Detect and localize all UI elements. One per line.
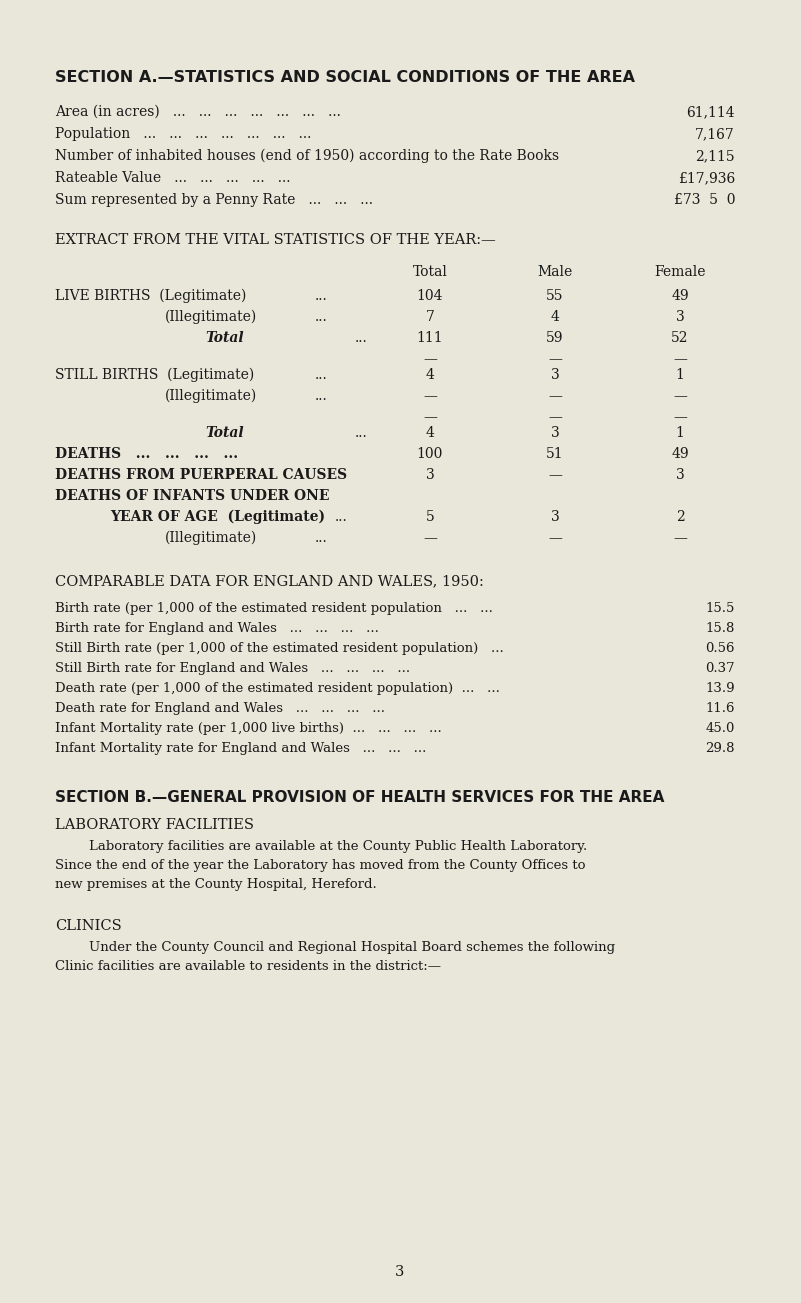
Text: 49: 49 — [671, 447, 689, 461]
Text: ...: ... — [315, 532, 328, 545]
Text: ...: ... — [315, 367, 328, 382]
Text: 55: 55 — [546, 289, 564, 304]
Text: —: — — [673, 410, 687, 423]
Text: ...: ... — [315, 390, 328, 403]
Text: Still Birth rate (per 1,000 of the estimated resident population)   ...: Still Birth rate (per 1,000 of the estim… — [55, 642, 504, 655]
Text: COMPARABLE DATA FOR ENGLAND AND WALES, 1950:: COMPARABLE DATA FOR ENGLAND AND WALES, 1… — [55, 575, 484, 588]
Text: Number of inhabited houses (end of 1950) according to the Rate Books: Number of inhabited houses (end of 1950)… — [55, 149, 559, 163]
Text: —: — — [673, 352, 687, 366]
Text: EXTRACT FROM THE VITAL STATISTICS OF THE YEAR:—: EXTRACT FROM THE VITAL STATISTICS OF THE… — [55, 233, 496, 248]
Text: LIVE BIRTHS  (Legitimate): LIVE BIRTHS (Legitimate) — [55, 289, 247, 304]
Text: 7: 7 — [425, 310, 434, 324]
Text: 4: 4 — [425, 426, 434, 440]
Text: Infant Mortality rate (per 1,000 live births)  ...   ...   ...   ...: Infant Mortality rate (per 1,000 live bi… — [55, 722, 441, 735]
Text: YEAR OF AGE  (Legitimate): YEAR OF AGE (Legitimate) — [110, 509, 325, 524]
Text: 51: 51 — [546, 447, 564, 461]
Text: Area (in acres)   ...   ...   ...   ...   ...   ...   ...: Area (in acres) ... ... ... ... ... ... … — [55, 106, 341, 119]
Text: 3: 3 — [675, 468, 684, 482]
Text: —: — — [548, 532, 562, 545]
Text: —: — — [548, 390, 562, 403]
Text: —: — — [548, 410, 562, 423]
Text: 0.37: 0.37 — [706, 662, 735, 675]
Text: 2,115: 2,115 — [695, 149, 735, 163]
Text: 4: 4 — [550, 310, 559, 324]
Text: Since the end of the year the Laboratory has moved from the County Offices to: Since the end of the year the Laboratory… — [55, 859, 586, 872]
Text: —: — — [423, 410, 437, 423]
Text: 1: 1 — [675, 426, 684, 440]
Text: —: — — [548, 468, 562, 482]
Text: Male: Male — [537, 265, 573, 279]
Text: 7,167: 7,167 — [695, 126, 735, 141]
Text: Still Birth rate for England and Wales   ...   ...   ...   ...: Still Birth rate for England and Wales .… — [55, 662, 410, 675]
Text: —: — — [423, 390, 437, 403]
Text: 5: 5 — [425, 509, 434, 524]
Text: 15.5: 15.5 — [706, 602, 735, 615]
Text: ...: ... — [355, 331, 368, 345]
Text: ...: ... — [315, 310, 328, 324]
Text: Total: Total — [205, 331, 244, 345]
Text: £17,936: £17,936 — [678, 171, 735, 185]
Text: Population   ...   ...   ...   ...   ...   ...   ...: Population ... ... ... ... ... ... ... — [55, 126, 312, 141]
Text: 3: 3 — [675, 310, 684, 324]
Text: 2: 2 — [675, 509, 684, 524]
Text: Clinic facilities are available to residents in the district:—: Clinic facilities are available to resid… — [55, 960, 441, 973]
Text: —: — — [673, 390, 687, 403]
Text: Total: Total — [205, 426, 244, 440]
Text: DEATHS OF INFANTS UNDER ONE: DEATHS OF INFANTS UNDER ONE — [55, 489, 329, 503]
Text: —: — — [423, 352, 437, 366]
Text: —: — — [548, 352, 562, 366]
Text: £73  5  0: £73 5 0 — [674, 193, 735, 207]
Text: ...: ... — [315, 289, 328, 304]
Text: 104: 104 — [417, 289, 443, 304]
Text: SECTION B.—GENERAL PROVISION OF HEALTH SERVICES FOR THE AREA: SECTION B.—GENERAL PROVISION OF HEALTH S… — [55, 790, 664, 805]
Text: 49: 49 — [671, 289, 689, 304]
Text: 45.0: 45.0 — [706, 722, 735, 735]
Text: Birth rate (per 1,000 of the estimated resident population   ...   ...: Birth rate (per 1,000 of the estimated r… — [55, 602, 493, 615]
Text: Sum represented by a Penny Rate   ...   ...   ...: Sum represented by a Penny Rate ... ... … — [55, 193, 373, 207]
Text: 3: 3 — [396, 1265, 405, 1280]
Text: Death rate (per 1,000 of the estimated resident population)  ...   ...: Death rate (per 1,000 of the estimated r… — [55, 681, 500, 694]
Text: 1: 1 — [675, 367, 684, 382]
Text: Infant Mortality rate for England and Wales   ...   ...   ...: Infant Mortality rate for England and Wa… — [55, 741, 426, 754]
Text: DEATHS FROM PUERPERAL CAUSES: DEATHS FROM PUERPERAL CAUSES — [55, 468, 347, 482]
Text: DEATHS   ...   ...   ...   ...: DEATHS ... ... ... ... — [55, 447, 238, 461]
Text: new premises at the County Hospital, Hereford.: new premises at the County Hospital, Her… — [55, 878, 376, 891]
Text: 3: 3 — [550, 509, 559, 524]
Text: Female: Female — [654, 265, 706, 279]
Text: 3: 3 — [550, 367, 559, 382]
Text: Birth rate for England and Wales   ...   ...   ...   ...: Birth rate for England and Wales ... ...… — [55, 622, 379, 635]
Text: CLINICS: CLINICS — [55, 919, 122, 933]
Text: 0.56: 0.56 — [706, 642, 735, 655]
Text: Rateable Value   ...   ...   ...   ...   ...: Rateable Value ... ... ... ... ... — [55, 171, 291, 185]
Text: 15.8: 15.8 — [706, 622, 735, 635]
Text: Laboratory facilities are available at the County Public Health Laboratory.: Laboratory facilities are available at t… — [55, 840, 587, 853]
Text: 3: 3 — [550, 426, 559, 440]
Text: 3: 3 — [425, 468, 434, 482]
Text: STILL BIRTHS  (Legitimate): STILL BIRTHS (Legitimate) — [55, 367, 254, 382]
Text: Death rate for England and Wales   ...   ...   ...   ...: Death rate for England and Wales ... ...… — [55, 702, 385, 715]
Text: —: — — [423, 532, 437, 545]
Text: ...: ... — [355, 426, 368, 440]
Text: (Illegitimate): (Illegitimate) — [165, 310, 257, 324]
Text: SECTION A.—STATISTICS AND SOCIAL CONDITIONS OF THE AREA: SECTION A.—STATISTICS AND SOCIAL CONDITI… — [55, 70, 635, 85]
Text: Total: Total — [413, 265, 448, 279]
Text: 4: 4 — [425, 367, 434, 382]
Text: 11.6: 11.6 — [706, 702, 735, 715]
Text: 13.9: 13.9 — [706, 681, 735, 694]
Text: 52: 52 — [671, 331, 689, 345]
Text: 59: 59 — [546, 331, 564, 345]
Text: 100: 100 — [417, 447, 443, 461]
Text: (Illegitimate): (Illegitimate) — [165, 390, 257, 404]
Text: Under the County Council and Regional Hospital Board schemes the following: Under the County Council and Regional Ho… — [55, 941, 615, 954]
Text: 111: 111 — [417, 331, 443, 345]
Text: —: — — [673, 532, 687, 545]
Text: 61,114: 61,114 — [686, 106, 735, 119]
Text: ...: ... — [335, 509, 348, 524]
Text: (Illegitimate): (Illegitimate) — [165, 532, 257, 546]
Text: 29.8: 29.8 — [706, 741, 735, 754]
Text: LABORATORY FACILITIES: LABORATORY FACILITIES — [55, 818, 254, 833]
